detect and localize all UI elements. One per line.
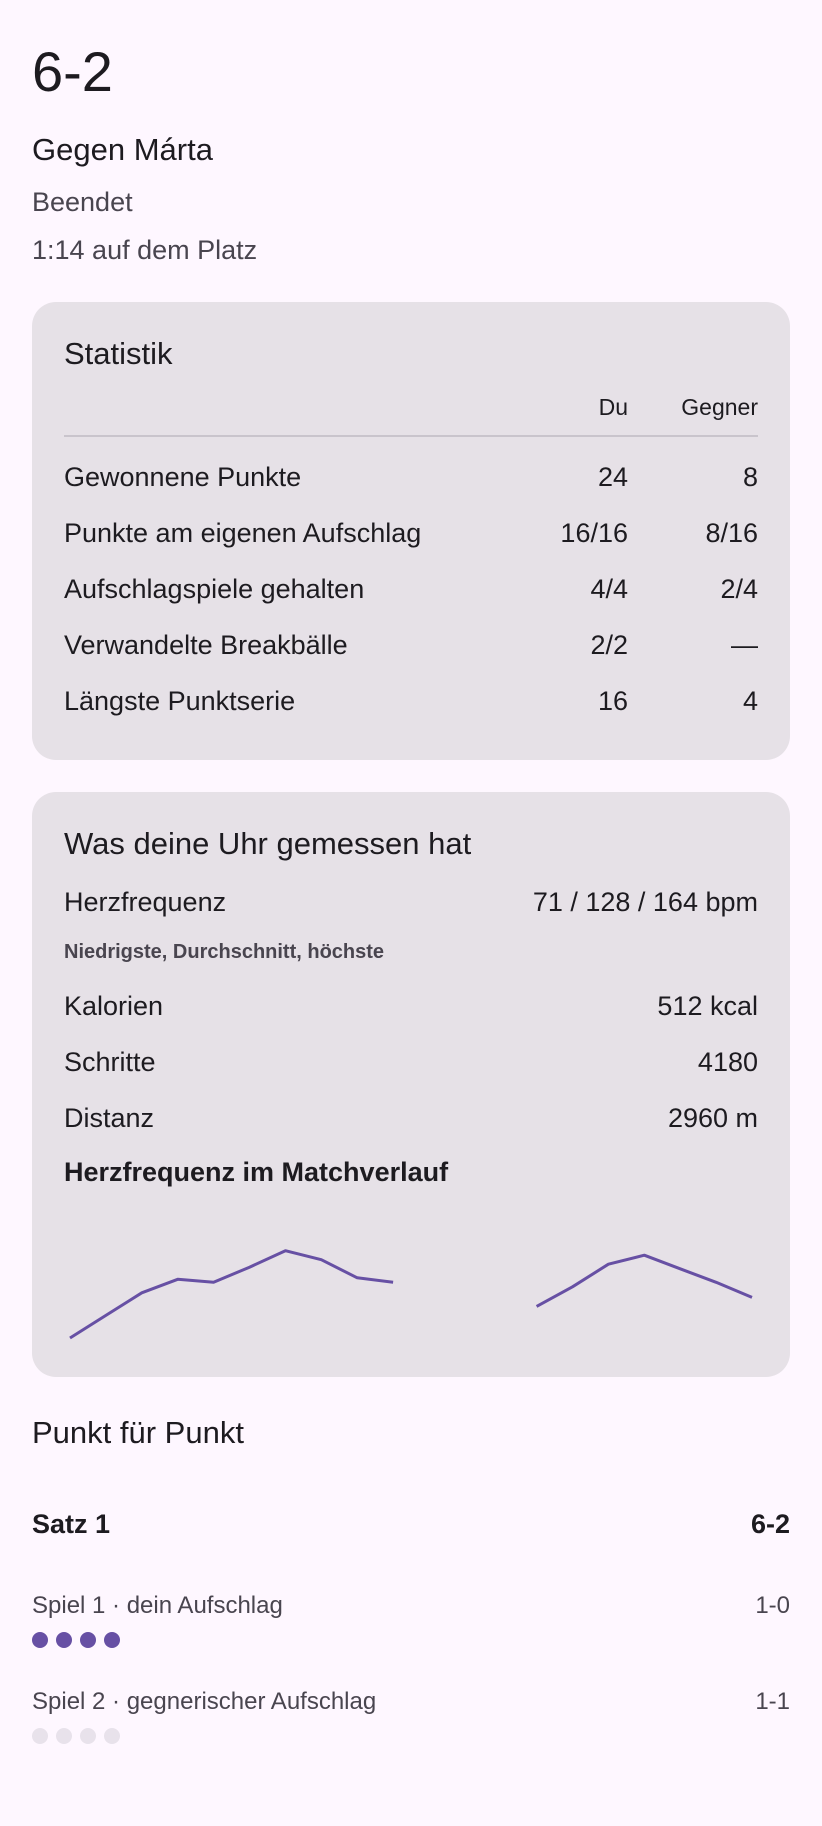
- watch-metrics-card: Was deine Uhr gemessen hat Herzfrequenz …: [32, 792, 790, 1377]
- stat-opponent-value: 8: [742, 461, 758, 492]
- game-label: Spiel 2 · gegnerischer Aufschlag: [32, 1688, 377, 1715]
- point-dot: [80, 1728, 96, 1744]
- match-status: Beendet: [32, 187, 133, 217]
- game-score: 1-0: [755, 1592, 790, 1619]
- steps-row: Schritte 4180: [64, 1034, 758, 1090]
- point-dot: [56, 1728, 72, 1744]
- stat-row-service-games-held: Aufschlagspiele gehalten 4/4 2/4: [64, 561, 758, 617]
- game-item: Spiel 2 · gegnerischer Aufschlag 1-1: [32, 1688, 790, 1744]
- stat-you-value: 16/16: [560, 517, 628, 548]
- game-label: Spiel 1 · dein Aufschlag: [32, 1592, 283, 1619]
- game-item: Spiel 1 · dein Aufschlag 1-0: [32, 1592, 790, 1648]
- opponent-name: Gegen Márta: [32, 132, 213, 167]
- stat-row-longest-streak: Längste Punktserie 16 4: [64, 673, 758, 729]
- stat-you-value: 24: [597, 461, 628, 492]
- stat-you-value: 16: [597, 685, 628, 716]
- point-by-point-title: Punkt für Punkt: [32, 1415, 244, 1450]
- point-won-dot: [32, 1632, 48, 1648]
- stat-label: Längste Punktserie: [64, 685, 296, 716]
- stat-opponent-value: 2/4: [720, 573, 758, 604]
- steps-value: 4180: [697, 1046, 758, 1077]
- point-dot: [104, 1728, 120, 1744]
- stat-row-points-won: Gewonnene Punkte 24 8: [64, 449, 758, 505]
- point-dots: [32, 1632, 790, 1648]
- heart-rate-value: 71 / 128 / 164 bpm: [532, 886, 758, 917]
- distance-label: Distanz: [64, 1102, 155, 1133]
- stat-opponent-value: 8/16: [705, 517, 758, 548]
- column-you-header: Du: [598, 394, 628, 420]
- distance-row: Distanz 2960 m: [64, 1090, 758, 1146]
- stat-label: Verwandelte Breakbälle: [64, 629, 348, 660]
- stat-label: Aufschlagspiele gehalten: [64, 573, 365, 604]
- stat-you-value: 2/2: [590, 629, 628, 660]
- calories-row: Kalorien 512 kcal: [64, 978, 758, 1034]
- watch-metrics-title: Was deine Uhr gemessen hat: [64, 826, 472, 861]
- point-won-dot: [80, 1632, 96, 1648]
- heart-rate-chart-title: Herzfrequenz im Matchverlauf: [64, 1157, 449, 1187]
- stat-label: Gewonnene Punkte: [64, 461, 302, 492]
- statistics-rows: Gewonnene Punkte 24 8 Punkte am eigenen …: [64, 437, 758, 729]
- heart-rate-caption: Niedrigste, Durchschnitt, höchste: [64, 941, 385, 963]
- stat-row-break-points: Verwandelte Breakbälle 2/2 —: [64, 617, 758, 673]
- column-opponent-header: Gegner: [681, 394, 758, 420]
- set-header: Satz 1 6-2: [32, 1509, 790, 1540]
- heart-rate-row: Herzfrequenz 71 / 128 / 164 bpm: [64, 874, 758, 930]
- calories-label: Kalorien: [64, 990, 164, 1021]
- match-duration: 1:14 auf dem Platz: [32, 235, 258, 265]
- statistics-header: Du Gegner: [64, 394, 758, 437]
- game-score: 1-1: [755, 1688, 790, 1715]
- heart-rate-line-segment: [69, 1249, 394, 1340]
- heart-rate-label: Herzfrequenz: [64, 886, 227, 917]
- calories-value: 512 kcal: [657, 990, 758, 1021]
- stat-you-value: 4/4: [590, 573, 628, 604]
- stat-row-serve-points: Punkte am eigenen Aufschlag 16/16 8/16: [64, 505, 758, 561]
- stat-opponent-value: 4: [742, 685, 758, 716]
- point-dots: [32, 1728, 790, 1744]
- stat-label: Punkte am eigenen Aufschlag: [64, 517, 422, 548]
- set-label: Satz 1: [32, 1509, 111, 1539]
- heart-rate-line-segment: [535, 1253, 753, 1308]
- match-score: 6-2: [32, 40, 113, 103]
- heart-rate-chart: [69, 1249, 753, 1340]
- point-dot: [32, 1728, 48, 1744]
- statistics-card: Statistik Du Gegner Gewonnene Punkte 24 …: [32, 302, 790, 760]
- steps-label: Schritte: [64, 1046, 156, 1077]
- match-detail-page: 6-2 Gegen Márta Beendet 1:14 auf dem Pla…: [0, 44, 822, 1744]
- set-score: 6-2: [750, 1509, 790, 1539]
- statistics-title: Statistik: [64, 336, 173, 371]
- distance-value: 2960 m: [667, 1102, 758, 1133]
- point-won-dot: [104, 1632, 120, 1648]
- point-won-dot: [56, 1632, 72, 1648]
- stat-opponent-value: —: [731, 629, 758, 660]
